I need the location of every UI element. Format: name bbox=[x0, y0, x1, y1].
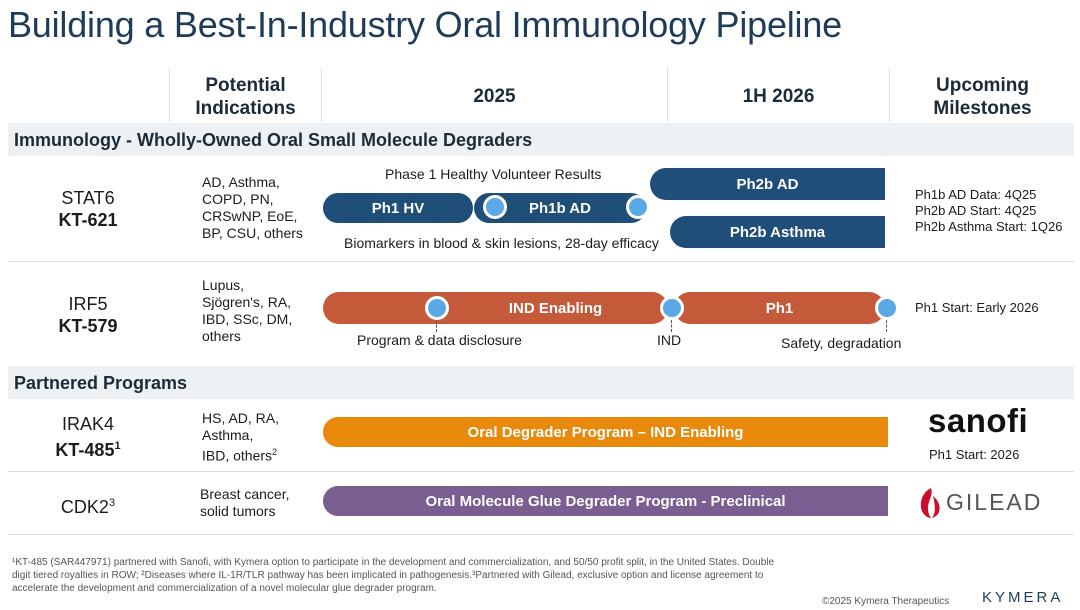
row-divider bbox=[8, 261, 1074, 262]
column-header-2025: 2025 bbox=[473, 86, 516, 107]
compound-code: KT-621 bbox=[58, 210, 118, 230]
compound-code: KT-579 bbox=[58, 316, 118, 336]
indications-cdk2: Breast cancer, solid tumors bbox=[200, 486, 290, 519]
indications-text: HS, AD, RA, Asthma, IBD, others bbox=[202, 410, 280, 464]
gilead-logo: GILEAD bbox=[946, 489, 1043, 515]
target-label: IRAK4 bbox=[61, 414, 115, 434]
column-header-indications: Potential Indications bbox=[195, 75, 296, 119]
indications-irak4: HS, AD, RA, Asthma, IBD, others2 bbox=[202, 410, 320, 465]
bar-cdk2-program: Oral Molecule Glue Degrader Program - Pr… bbox=[323, 486, 888, 516]
kymera-logo: KYMERA bbox=[982, 589, 1064, 606]
milestone-dot bbox=[660, 296, 684, 320]
dashed-connector bbox=[886, 320, 887, 332]
indications-stat6: AD, Asthma, COPD, PN, CRSwNP, EoE, BP, C… bbox=[202, 174, 303, 241]
column-divider bbox=[889, 68, 890, 122]
bar-ind-enabling: IND Enabling bbox=[323, 292, 668, 324]
column-divider bbox=[667, 68, 668, 122]
column-divider bbox=[169, 68, 170, 122]
footnote: ¹KT-485 (SAR447971) partnered with Sanof… bbox=[12, 557, 775, 594]
column-header-1h2026: 1H 2026 bbox=[742, 86, 815, 107]
milestones-irf5: Ph1 Start: Early 2026 bbox=[915, 300, 1039, 315]
bar-ph1-irf5: Ph1 bbox=[674, 292, 885, 324]
page-title: Building a Best-In-Industry Oral Immunol… bbox=[8, 4, 843, 45]
target-name-irf5: IRF5 KT-579 bbox=[8, 293, 168, 337]
milestone-dot bbox=[875, 296, 899, 320]
bar-ph2b-asthma: Ph2b Asthma bbox=[670, 216, 885, 248]
footnote-marker: 2 bbox=[272, 447, 278, 457]
note-ind: IND bbox=[657, 332, 682, 348]
compound-code: KT-485 bbox=[55, 440, 115, 460]
section-band-partnered bbox=[8, 366, 1074, 399]
bar-label: IND Enabling bbox=[508, 299, 603, 317]
footnote-marker: 1 bbox=[114, 440, 121, 452]
section-label-partnered: Partnered Programs bbox=[14, 373, 188, 393]
row-divider bbox=[8, 534, 1074, 535]
dashed-connector bbox=[671, 320, 672, 332]
milestone-dot bbox=[626, 195, 650, 219]
milestone-dot bbox=[483, 195, 507, 219]
section-band-immunology bbox=[8, 123, 1074, 156]
footnote-marker: 3 bbox=[108, 497, 116, 509]
bar-ph1-hv: Ph1 HV bbox=[323, 193, 473, 223]
column-header-milestones: Upcoming Milestones bbox=[933, 75, 1032, 119]
bar-ph2b-ad: Ph2b AD bbox=[650, 168, 885, 200]
milestones-irak4: Ph1 Start: 2026 bbox=[929, 447, 1020, 462]
column-divider bbox=[321, 68, 322, 122]
note-safety: Safety, degradation bbox=[781, 335, 902, 351]
sanofi-logo: sanofi bbox=[928, 402, 1029, 439]
target-name-cdk2: CDK23 bbox=[8, 492, 168, 518]
copyright: ©2025 Kymera Therapeutics bbox=[822, 596, 950, 607]
note-program-disclosure: Program & data disclosure bbox=[357, 332, 522, 348]
milestone-dot bbox=[425, 296, 449, 320]
target-label: IRF5 bbox=[68, 294, 108, 314]
milestones-stat6: Ph1b AD Data: 4Q25 Ph2b AD Start: 4Q25 P… bbox=[915, 187, 1063, 234]
note-phase1-results: Phase 1 Healthy Volunteer Results bbox=[385, 166, 602, 182]
note-biomarkers: Biomarkers in blood & skin lesions, 28-d… bbox=[344, 235, 659, 251]
target-name-stat6: STAT6 KT-621 bbox=[8, 187, 168, 231]
section-label-immunology: Immunology - Wholly-Owned Oral Small Mol… bbox=[14, 130, 533, 150]
target-label: STAT6 bbox=[61, 188, 115, 208]
bar-irak4-program: Oral Degrader Program – IND Enabling bbox=[323, 417, 888, 447]
target-label: CDK2 bbox=[60, 497, 109, 517]
gilead-emblem-icon bbox=[920, 488, 940, 518]
dashed-connector bbox=[436, 320, 437, 332]
target-name-irak4: IRAK4 KT-4851 bbox=[8, 413, 168, 461]
indications-irf5: Lupus, Sjögren's, RA, IBD, SSc, DM, othe… bbox=[202, 277, 293, 344]
row-divider bbox=[8, 471, 1074, 472]
